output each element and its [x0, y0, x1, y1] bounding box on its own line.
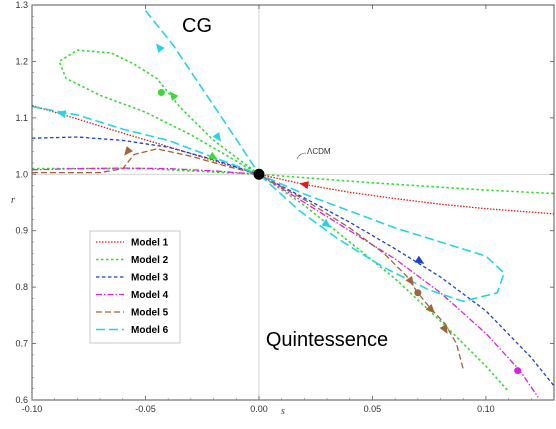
- model-2-start-point-1: [157, 88, 165, 96]
- curves-layer: [31, 5, 555, 400]
- y-axis-label: r: [11, 195, 15, 206]
- model-4-start-point-1: [514, 367, 522, 375]
- legend-label-model-6: Model 6: [131, 325, 169, 336]
- model-1-curve: [31, 104, 555, 215]
- model-5-arrow-2: [405, 275, 414, 286]
- model-6-arrow-1: [155, 43, 165, 53]
- y-tick-label: 0.6: [15, 395, 28, 405]
- legend-label-model-4: Model 4: [131, 290, 169, 301]
- model-2-arrow-2: [208, 151, 218, 160]
- legend-label-model-2: Model 2: [131, 255, 169, 266]
- plot-frame: [31, 4, 555, 401]
- y-tick-label: 0.9: [15, 226, 28, 236]
- y-tick-label: 1.0: [15, 169, 28, 179]
- x-tick-label: 0.00: [250, 404, 268, 414]
- model-1-arrow-1: [299, 181, 309, 190]
- ticks-layer: -0.10 -0.05 0.00 0.05 0.10 0.6 0.7 0.8 0.9 1.0 1.1…: [15, 0, 555, 414]
- y-tick-label: 1.2: [15, 56, 28, 66]
- x-tick-label: 0.10: [477, 404, 495, 414]
- model-3-curve: [31, 136, 555, 387]
- model-6-arrow-2: [212, 132, 221, 142]
- legend: Model 1 Model 2 Model 3 Model 4 Model 5 Model…: [89, 230, 181, 344]
- lcdm-fixed-point: [253, 168, 265, 180]
- model-6-curve: [144, 10, 505, 303]
- lcdm-leader-line: [296, 152, 307, 160]
- model-5-start-point-1: [414, 289, 422, 297]
- region-label-cg: CG: [182, 15, 212, 37]
- y-tick-label: 1.3: [15, 0, 28, 10]
- x-tick-label: -0.05: [135, 404, 156, 414]
- y-tick-label: 0.8: [15, 282, 28, 292]
- model-2-curve: [58, 49, 510, 393]
- legend-label-model-1: Model 1: [131, 238, 169, 249]
- legend-box: [89, 230, 181, 344]
- x-tick-label: 0.05: [364, 404, 382, 414]
- legend-label-model-3: Model 3: [131, 273, 169, 284]
- markers-layer: [56, 43, 522, 375]
- model-5-arrow-1: [124, 146, 133, 156]
- x-tick-label: -0.10: [22, 404, 43, 414]
- x-axis-label: s: [281, 406, 285, 417]
- lcdm-annotation: ΛCDM: [307, 147, 331, 156]
- model-5-arrow-3: [425, 304, 435, 314]
- model-6-arrow-3: [56, 110, 67, 118]
- model-4-curve: [31, 167, 539, 398]
- region-label-quintessence: Quintessence: [266, 329, 388, 351]
- model-2-arrow-1: [169, 91, 179, 101]
- y-tick-label: 0.7: [15, 339, 28, 349]
- model-2-branch-1: [32, 167, 555, 195]
- legend-label-model-5: Model 5: [131, 308, 169, 319]
- model-6-arrow-4: [321, 218, 332, 228]
- model-6-branch-1: [31, 105, 260, 176]
- model-5-arrow-4: [439, 324, 448, 334]
- model-3-arrow-1: [414, 255, 425, 264]
- y-tick-label: 1.1: [15, 113, 28, 123]
